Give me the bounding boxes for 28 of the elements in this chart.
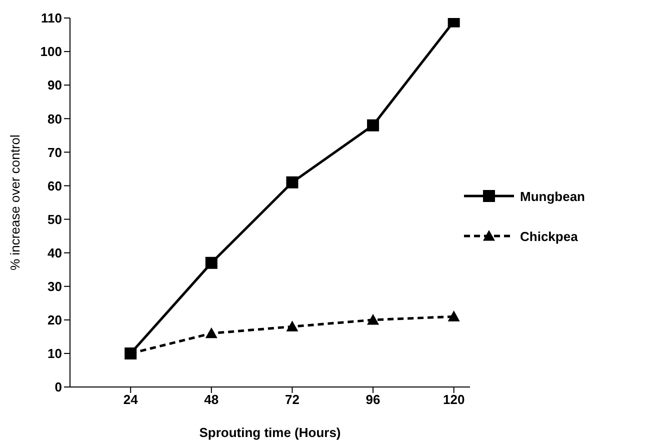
x-tick-label: 48 (204, 392, 219, 408)
point (286, 176, 298, 188)
point (448, 310, 460, 322)
y-tick-label: 70 (48, 144, 62, 160)
x-tick-label: 120 (442, 392, 465, 408)
y-tick-label: 90 (48, 78, 62, 93)
x-tick-label: 96 (366, 392, 380, 408)
x-tick-label: 24 (123, 392, 139, 408)
point (286, 320, 298, 332)
y-tick-label: 0 (54, 380, 62, 395)
y-tick-label: 30 (48, 278, 62, 294)
y-tick-label: 110 (41, 10, 62, 26)
point (205, 256, 218, 269)
y-tick-label: 100 (40, 44, 62, 60)
y-tick-label: 10 (48, 346, 62, 362)
point (367, 119, 380, 132)
y-tick-label: 80 (48, 111, 62, 126)
legend-label: Chickpea (520, 229, 579, 244)
legend-label: Mungbean (520, 189, 586, 204)
y-tick-label: 40 (48, 245, 62, 260)
y-axis-title: % increase over control (8, 134, 23, 270)
y-tick-label: 60 (48, 178, 62, 194)
y-tick-label: 50 (48, 212, 62, 227)
point (205, 327, 218, 338)
x-axis-title: Sprouting time (Hours) (199, 425, 341, 440)
point (367, 314, 380, 325)
x-tick-label: 72 (284, 392, 300, 408)
y-tick-label: 20 (48, 312, 62, 328)
